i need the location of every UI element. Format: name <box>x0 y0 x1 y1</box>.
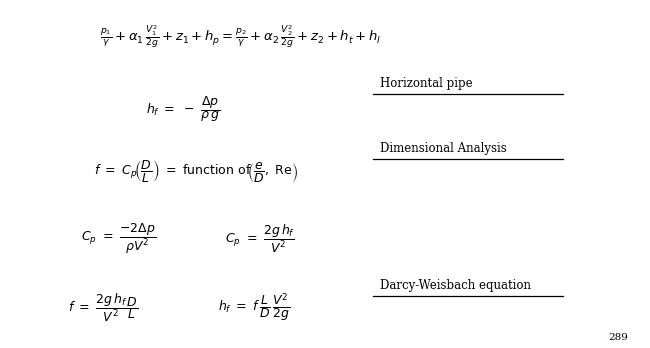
Text: Darcy-Weisbach equation: Darcy-Weisbach equation <box>380 279 531 292</box>
Text: $h_f\ =\ -\ \dfrac{\Delta p}{\rho\, g}$: $h_f\ =\ -\ \dfrac{\Delta p}{\rho\, g}$ <box>146 94 220 124</box>
Text: $\frac{p_1}{\gamma} + \alpha_1\,\frac{V_1^2}{2g} + z_1 + h_p = \frac{p_2}{\gamma: $\frac{p_1}{\gamma} + \alpha_1\,\frac{V_… <box>101 24 382 50</box>
Text: Dimensional Analysis: Dimensional Analysis <box>380 142 506 155</box>
Text: Horizontal pipe: Horizontal pipe <box>380 77 473 90</box>
Text: 289: 289 <box>608 333 628 342</box>
Text: $f\ =\ C_p\!\left(\dfrac{D}{L}\right)\ =\ \mathrm{function\ of}\!\left(\dfrac{e}: $f\ =\ C_p\!\left(\dfrac{D}{L}\right)\ =… <box>94 158 298 184</box>
Text: $C_p\ =\ \dfrac{2g\,h_f}{V^2}$: $C_p\ =\ \dfrac{2g\,h_f}{V^2}$ <box>226 223 296 255</box>
Text: $f\ =\ \dfrac{2g\,h_f}{V^2}\dfrac{D}{L}$: $f\ =\ \dfrac{2g\,h_f}{V^2}\dfrac{D}{L}$ <box>68 292 138 324</box>
Text: $h_f\ =\ f\,\dfrac{L}{D}\,\dfrac{V^2}{2g}$: $h_f\ =\ f\,\dfrac{L}{D}\,\dfrac{V^2}{2g… <box>218 291 291 324</box>
Text: $C_p\ =\ \dfrac{-2\Delta p}{\rho V^2}$: $C_p\ =\ \dfrac{-2\Delta p}{\rho V^2}$ <box>81 222 156 256</box>
